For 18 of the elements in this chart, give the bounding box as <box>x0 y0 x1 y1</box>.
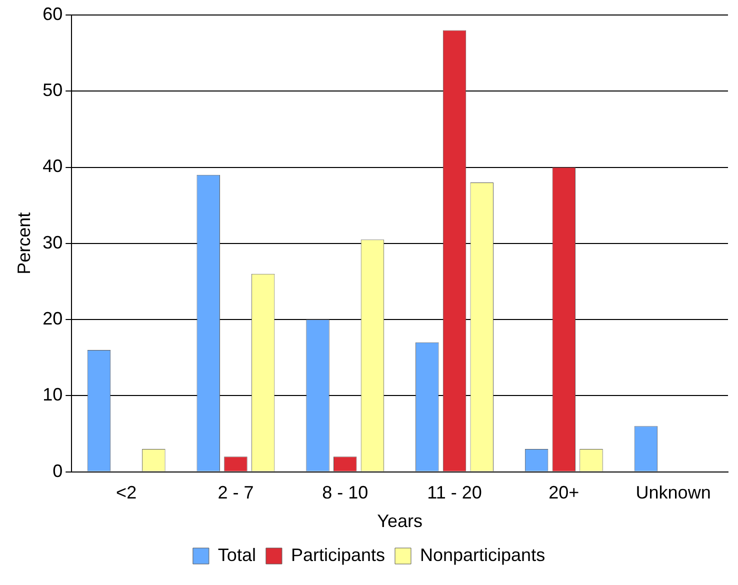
x-tick-label: 8 - 10 <box>322 482 368 503</box>
y-tick-label: 10 <box>42 384 63 405</box>
y-tick-label: 40 <box>42 156 63 176</box>
x-tick-label: 11 - 20 <box>427 482 482 503</box>
x-tick-label: <2 <box>116 482 137 503</box>
y-tick-label: 50 <box>42 80 63 100</box>
y-tick-label: 60 <box>42 4 63 24</box>
x-tick-label: Unknown <box>636 482 711 503</box>
legend-label: Participants <box>290 544 385 565</box>
x-axis-title: Years <box>377 511 422 532</box>
legend-label: Total <box>218 544 256 565</box>
y-tick-label: 30 <box>42 232 63 252</box>
y-tick-label: 0 <box>52 460 63 481</box>
y-tick-label: 20 <box>42 308 63 328</box>
x-tick-label: 2 - 7 <box>218 482 254 503</box>
legend-label: Nonparticipants <box>420 544 546 565</box>
y-axis-title: Percent <box>14 212 34 274</box>
x-tick-label: 20+ <box>548 482 580 503</box>
